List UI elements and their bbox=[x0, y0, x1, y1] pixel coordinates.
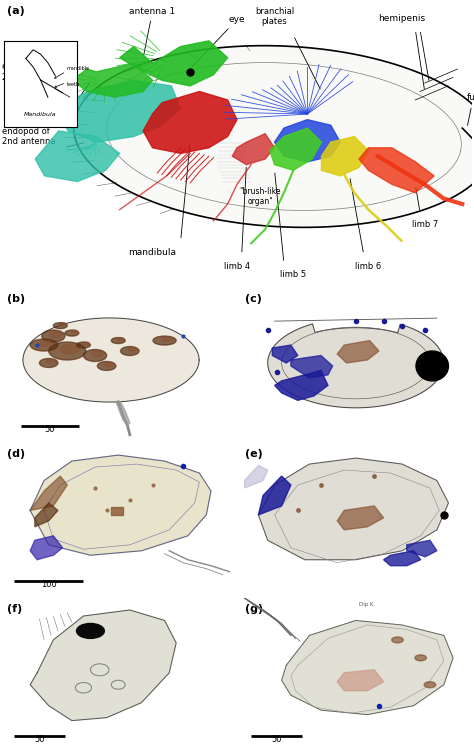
Ellipse shape bbox=[120, 347, 139, 356]
Text: furca: furca bbox=[467, 93, 474, 102]
Polygon shape bbox=[274, 371, 328, 400]
Polygon shape bbox=[268, 324, 444, 407]
Text: Dip K.: Dip K. bbox=[359, 601, 375, 607]
Text: (e): (e) bbox=[245, 449, 262, 459]
Ellipse shape bbox=[161, 337, 173, 342]
Ellipse shape bbox=[83, 350, 107, 362]
Text: endopod of
2nd antenna: endopod of 2nd antenna bbox=[2, 127, 56, 146]
Ellipse shape bbox=[82, 342, 89, 345]
Ellipse shape bbox=[415, 655, 427, 661]
Polygon shape bbox=[274, 120, 340, 162]
Polygon shape bbox=[119, 41, 228, 86]
Polygon shape bbox=[270, 128, 321, 170]
Text: branchial
plates: branchial plates bbox=[255, 7, 294, 26]
Polygon shape bbox=[35, 503, 58, 527]
Polygon shape bbox=[59, 80, 181, 142]
Ellipse shape bbox=[50, 332, 62, 338]
Text: exopod of
2nd antenna: exopod of 2nd antenna bbox=[2, 62, 56, 82]
Polygon shape bbox=[359, 148, 434, 192]
Text: limb 5: limb 5 bbox=[280, 270, 306, 279]
Ellipse shape bbox=[392, 637, 403, 643]
Text: teeth: teeth bbox=[67, 82, 80, 87]
Text: mandible: mandible bbox=[67, 66, 90, 71]
Polygon shape bbox=[30, 476, 67, 510]
Polygon shape bbox=[73, 64, 153, 97]
Text: (a): (a) bbox=[7, 6, 25, 16]
Text: (d): (d) bbox=[7, 449, 25, 459]
Ellipse shape bbox=[71, 330, 78, 333]
Text: 50: 50 bbox=[34, 735, 45, 744]
Ellipse shape bbox=[65, 330, 79, 336]
Ellipse shape bbox=[128, 348, 137, 352]
Polygon shape bbox=[258, 458, 448, 560]
Polygon shape bbox=[337, 341, 379, 363]
Ellipse shape bbox=[49, 342, 86, 360]
Polygon shape bbox=[23, 318, 199, 402]
Text: (b): (b) bbox=[7, 294, 25, 304]
Ellipse shape bbox=[59, 323, 66, 326]
Polygon shape bbox=[321, 136, 368, 176]
Ellipse shape bbox=[39, 341, 54, 347]
Ellipse shape bbox=[30, 339, 58, 351]
Text: limb 7: limb 7 bbox=[411, 219, 438, 228]
Ellipse shape bbox=[416, 351, 448, 381]
Text: mandibula: mandibula bbox=[128, 248, 176, 257]
Text: 50: 50 bbox=[272, 735, 282, 744]
Polygon shape bbox=[407, 540, 437, 557]
Text: (c): (c) bbox=[245, 294, 261, 304]
Polygon shape bbox=[111, 507, 123, 515]
Polygon shape bbox=[232, 134, 274, 165]
Ellipse shape bbox=[39, 359, 58, 368]
Text: (g): (g) bbox=[245, 604, 263, 614]
Polygon shape bbox=[143, 91, 237, 154]
Polygon shape bbox=[282, 620, 453, 715]
Ellipse shape bbox=[42, 330, 65, 342]
Text: Mandibula: Mandibula bbox=[24, 112, 57, 117]
Polygon shape bbox=[74, 46, 474, 228]
Polygon shape bbox=[273, 345, 298, 363]
Ellipse shape bbox=[60, 345, 79, 354]
Ellipse shape bbox=[54, 323, 67, 329]
Text: 100: 100 bbox=[41, 580, 56, 589]
Ellipse shape bbox=[91, 351, 103, 357]
Ellipse shape bbox=[76, 342, 91, 348]
Ellipse shape bbox=[111, 338, 125, 344]
Ellipse shape bbox=[76, 623, 104, 638]
Text: hemipenis: hemipenis bbox=[378, 14, 425, 23]
Polygon shape bbox=[35, 131, 119, 181]
Text: "brush-like
organ": "brush-like organ" bbox=[240, 187, 281, 206]
Ellipse shape bbox=[424, 682, 436, 688]
Polygon shape bbox=[337, 506, 383, 530]
Ellipse shape bbox=[104, 363, 114, 367]
Polygon shape bbox=[337, 670, 383, 691]
Text: 50: 50 bbox=[45, 425, 55, 434]
Text: antenna 1: antenna 1 bbox=[129, 7, 175, 55]
Polygon shape bbox=[245, 466, 268, 488]
Polygon shape bbox=[291, 356, 333, 378]
Text: limb 4: limb 4 bbox=[224, 261, 250, 270]
Text: eye: eye bbox=[192, 15, 246, 67]
Text: (f): (f) bbox=[7, 604, 22, 614]
Ellipse shape bbox=[153, 336, 176, 345]
Polygon shape bbox=[116, 401, 130, 425]
Polygon shape bbox=[30, 536, 63, 560]
Text: limb 6: limb 6 bbox=[356, 261, 382, 270]
Polygon shape bbox=[383, 551, 420, 565]
Ellipse shape bbox=[46, 360, 55, 364]
Polygon shape bbox=[30, 610, 176, 721]
Polygon shape bbox=[30, 455, 211, 555]
Ellipse shape bbox=[117, 338, 124, 341]
Ellipse shape bbox=[97, 362, 116, 371]
Polygon shape bbox=[258, 476, 291, 515]
